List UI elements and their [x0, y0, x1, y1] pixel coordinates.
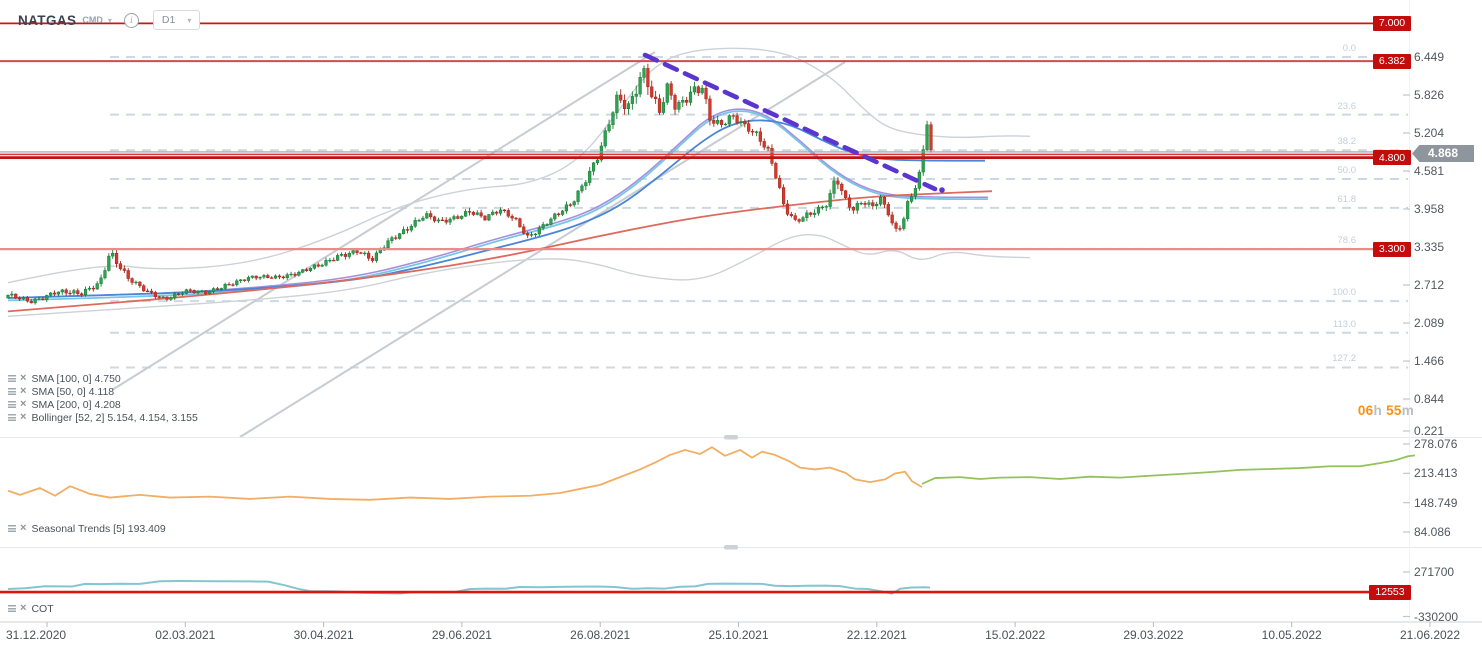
indicator-settings-icon[interactable] [8, 525, 16, 532]
candle-countdown-timer: 06h 55m [1357, 403, 1414, 418]
x-axis-date-label: 15.02.2022 [985, 628, 1046, 642]
indicator-bollinger: × Bollinger [52, 2] 5.154, 4.154, 3.155 [8, 411, 198, 424]
level-badge-4.800[interactable]: 4.800 [1373, 150, 1411, 166]
remove-indicator-icon[interactable]: × [20, 602, 27, 614]
sma100-line [7, 119, 985, 299]
fib-level-label-127.2: 127.2 [1332, 353, 1356, 365]
price-axis-tick: 3.335 [1414, 240, 1445, 255]
x-axis-ticks [46, 622, 1431, 627]
indicator-seasonal-trends: × Seasonal Trends [5] 193.409 [8, 522, 166, 535]
seasonal-axis-tick: 213.413 [1414, 466, 1458, 481]
fib-level-label-50: 50.0 [1337, 165, 1357, 177]
cot-axis-tick: 271700 [1414, 565, 1455, 579]
price-axis-tick: 6.449 [1414, 50, 1445, 64]
timeframe-chevron-down-icon: ▾ [187, 15, 192, 25]
indicator-settings-icon[interactable] [8, 401, 16, 408]
purple-trendline[interactable] [642, 52, 938, 192]
price-axis-tick: 2.089 [1414, 316, 1445, 331]
level-badge-7.000[interactable]: 7.000 [1373, 15, 1411, 31]
bollinger-upper-band [7, 47, 1031, 284]
candlesticks [6, 63, 933, 305]
cot-level-badge[interactable]: 12553 [1369, 584, 1411, 600]
x-axis-date-label: 02.03.2021 [155, 628, 216, 642]
remove-indicator-icon[interactable]: × [20, 372, 27, 384]
cot-line [7, 580, 931, 595]
indicator-label: SMA [50, 0] 4.118 [31, 385, 115, 398]
fibonacci-retracement[interactable] [110, 56, 1408, 369]
seasonal-axis-tick: 84.086 [1414, 524, 1451, 539]
price-axis-tick: 2.712 [1414, 278, 1445, 293]
sma50-line [7, 110, 988, 302]
bollinger-lower-band [7, 233, 1031, 317]
indicator-label: SMA [100, 0] 4.750 [31, 372, 121, 385]
x-axis-date-label: 26.08.2021 [570, 628, 631, 642]
pane-resize-handle[interactable] [724, 435, 738, 440]
level-badge-6.382[interactable]: 6.382 [1373, 53, 1411, 69]
x-axis-date-label: 30.04.2021 [293, 628, 354, 642]
fib-level-label-0: 0.0 [1342, 43, 1356, 54]
fib-level-label-23.6: 23.6 [1337, 100, 1357, 112]
info-icon[interactable]: i [123, 12, 139, 28]
remove-indicator-icon[interactable]: × [20, 385, 27, 397]
symbol-chevron-down-icon[interactable]: ▾ [107, 15, 112, 25]
indicator-sma-50: × SMA [50, 0] 4.118 [8, 385, 198, 398]
fib-level-label-78.6: 78.6 [1337, 234, 1357, 246]
remove-indicator-icon[interactable]: × [20, 522, 27, 534]
level-badge-3.300[interactable]: 3.300 [1373, 241, 1411, 257]
price-axis-tick: 4.581 [1414, 163, 1445, 178]
indicator-sma-200: × SMA [200, 0] 4.208 [8, 398, 198, 411]
seasonal-projection-line [921, 454, 1416, 485]
fib-level-label-61.8: 61.8 [1337, 193, 1357, 205]
pane-separators [0, 0, 1482, 623]
sma200-line [7, 190, 993, 313]
remove-indicator-icon[interactable]: × [20, 411, 27, 423]
seasonal-axis-tick: 278.076 [1414, 437, 1458, 451]
x-axis-date-label: 25.10.2021 [708, 628, 769, 642]
price-axis-tick: 5.826 [1414, 88, 1445, 102]
axis-tick-marks [1403, 56, 1410, 618]
price-axis-tick: 1.466 [1414, 354, 1445, 369]
chart-header: NATGAS CMD ▾ i D1 ▾ [18, 7, 201, 33]
indicator-settings-icon[interactable] [8, 375, 16, 382]
symbol-name[interactable]: NATGAS [18, 12, 77, 28]
seasonal-axis-tick: 148.749 [1414, 495, 1458, 510]
price-axis-tick: 0.221 [1414, 424, 1445, 438]
indicator-settings-icon[interactable] [8, 605, 16, 612]
timeframe-dropdown[interactable]: D1 ▾ [152, 10, 201, 30]
pane-resize-handle[interactable] [724, 545, 738, 550]
cot-axis-tick: -330200 [1414, 609, 1459, 624]
x-axis-date-label: 29.03.2022 [1123, 628, 1184, 642]
x-axis-date-label: 10.05.2022 [1261, 628, 1322, 642]
bollinger-middle-line [7, 108, 988, 299]
x-axis-date-label: 21.06.2022 [1399, 628, 1461, 642]
price-axis-tick: 3.958 [1414, 202, 1445, 216]
current-price-badge: 4.868 [1412, 144, 1474, 162]
x-axis-date-label: 29.06.2021 [431, 628, 492, 642]
seasonal-history-line [7, 446, 923, 501]
x-axis-date-label: 22.12.2021 [846, 628, 907, 642]
indicator-sma-100: × SMA [100, 0] 4.750 [8, 372, 198, 385]
indicator-cot: × COT [8, 602, 54, 615]
indicator-label: Seasonal Trends [5] 193.409 [31, 522, 166, 535]
timeframe-value: D1 [161, 14, 176, 26]
remove-indicator-icon[interactable]: × [20, 398, 27, 410]
fib-level-label-113: 113.0 [1332, 318, 1356, 330]
indicator-label: COT [31, 602, 54, 615]
x-axis-date-label: 31.12.2020 [6, 628, 67, 642]
fib-level-label-100: 100.0 [1332, 287, 1356, 299]
fib-level-label-38.2: 38.2 [1337, 136, 1357, 148]
indicator-label: Bollinger [52, 2] 5.154, 4.154, 3.155 [31, 411, 198, 424]
market-tag: CMD [82, 15, 103, 25]
price-axis-tick: 5.204 [1414, 125, 1445, 140]
indicator-settings-icon[interactable] [8, 388, 16, 395]
indicator-label: SMA [200, 0] 4.208 [31, 398, 121, 411]
price-axis-tick: 0.844 [1414, 392, 1445, 407]
indicator-legend: × SMA [100, 0] 4.750 × SMA [50, 0] 4.118 × SM… [8, 372, 198, 424]
indicator-settings-icon[interactable] [8, 414, 16, 421]
trendline-endpoint-dot[interactable] [939, 187, 945, 193]
price-level-lines[interactable] [0, 22, 1408, 251]
